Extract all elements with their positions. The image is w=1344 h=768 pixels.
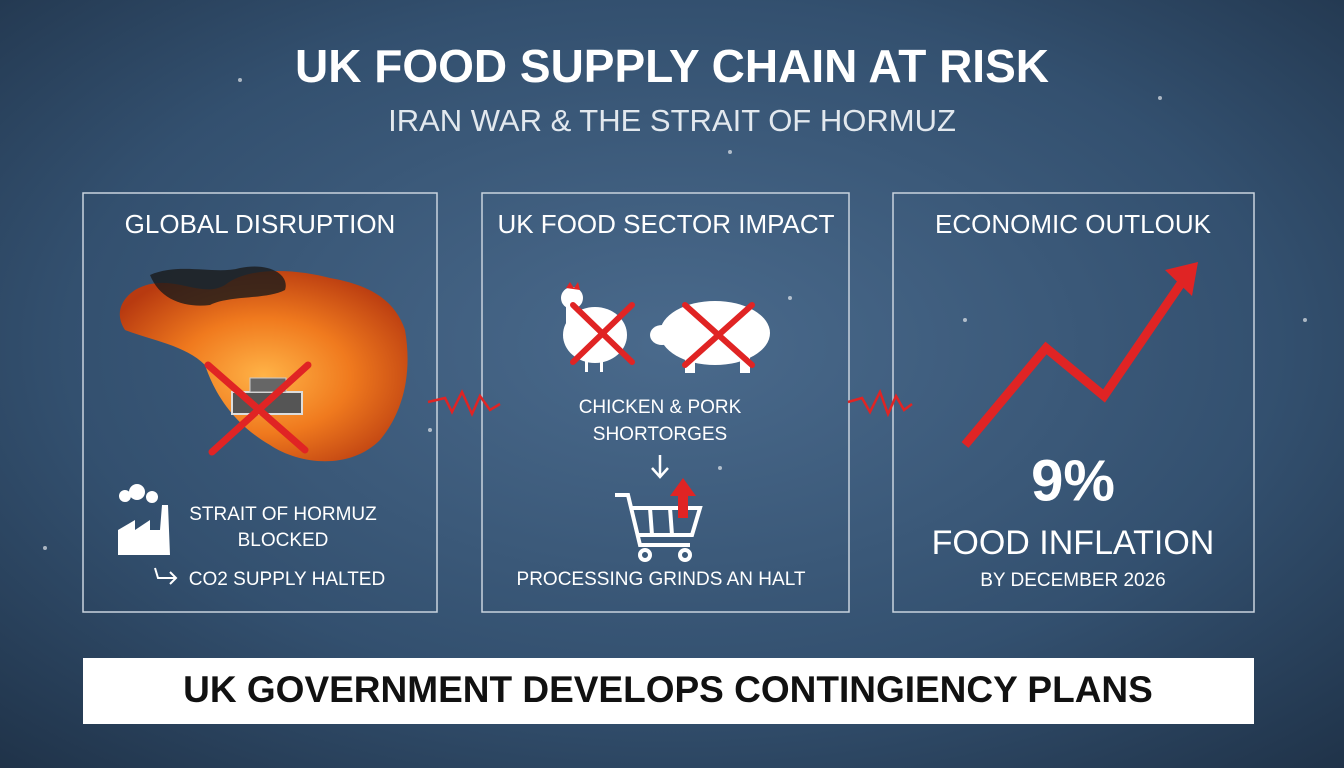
headline-figure: 9% xyxy=(1031,448,1115,513)
title: UK FOOD SUPPLY CHAIN AT RISK xyxy=(295,40,1049,92)
panel-text: FOOD INFLATION xyxy=(932,524,1215,562)
map-land xyxy=(150,266,286,306)
banner-text: UK GOVERNMENT DEVELOPS CONTINGIENCY PLAN… xyxy=(183,669,1153,710)
cross xyxy=(570,302,755,368)
down-arrow xyxy=(651,455,669,479)
chicken-icon xyxy=(561,287,627,372)
panel-title: ECONOMIC OUTLOUK xyxy=(935,209,1212,239)
panel-text: BY DECEMBER 2026 xyxy=(980,570,1166,591)
chicken-comb xyxy=(566,282,580,290)
banner-box xyxy=(83,658,1254,724)
stars xyxy=(43,78,1307,550)
arrow-icon xyxy=(154,567,178,585)
cross xyxy=(204,361,312,456)
panel-text: CHICKEN & PORK xyxy=(579,397,742,418)
cart-icon xyxy=(615,493,703,562)
panel-text: BLOCKED xyxy=(238,530,329,551)
subtitle: IRAN WAR & THE STRAIT OF HORMUZ xyxy=(388,103,956,138)
panel-note: CO2 SUPPLY HALTED xyxy=(189,569,385,590)
factory-icon xyxy=(118,484,170,555)
connector xyxy=(427,389,501,418)
trend-arrow xyxy=(961,279,1186,448)
panel-note: PROCESSING GRINDS AN HALT xyxy=(517,569,806,590)
panel-title: UK FOOD SECTOR IMPACT xyxy=(497,209,834,239)
trend-arrow-head xyxy=(1165,262,1198,296)
map-fire xyxy=(119,270,408,462)
up-arrow xyxy=(670,478,696,518)
panel-title: GLOBAL DISRUPTION xyxy=(125,209,396,239)
panel-text: SHORTORGES xyxy=(593,424,727,445)
connector xyxy=(847,388,913,418)
panel-text: STRAIT OF HORMUZ xyxy=(189,504,377,525)
